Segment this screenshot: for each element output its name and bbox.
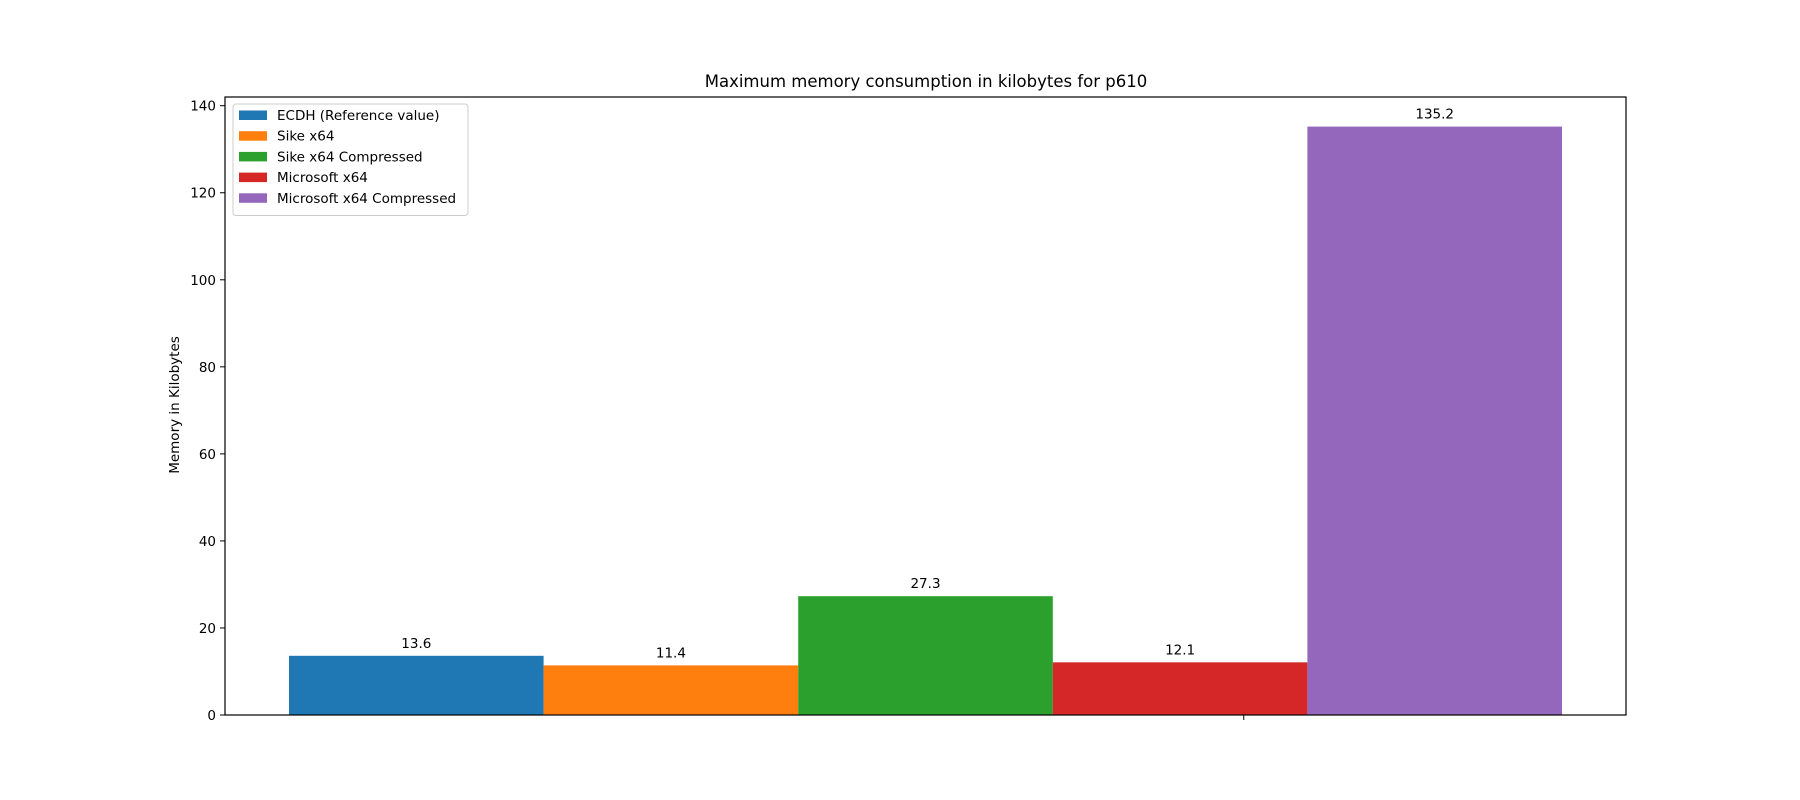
bar-value-label-2: 11.4 [656, 645, 686, 661]
legend-box [232, 103, 469, 216]
legend-swatch-2 [239, 131, 267, 141]
legend-swatch-3 [239, 151, 267, 162]
bar-value-label-5: 135.2 [1415, 107, 1454, 123]
plot-frame [224, 96, 1627, 716]
bar-value-label-1: 13.6 [401, 636, 431, 652]
legend-entry-2: Sike x64 [277, 129, 334, 145]
y-tick-label-1: 20 [199, 621, 216, 637]
bar-3 [798, 596, 1053, 715]
bar-2 [543, 665, 799, 715]
y-tick-label-3: 60 [199, 447, 216, 463]
legend-entry-1: ECDH (Reference value) [277, 108, 439, 124]
y-axis-label: Memory in Kilobytes [167, 336, 183, 474]
bar-4 [1052, 662, 1308, 715]
y-tick-label-6: 120 [190, 186, 216, 202]
y-axis: 0 20 40 60 80 100 120 140 [190, 99, 225, 724]
legend-entry-3: Sike x64 Compressed [277, 149, 423, 165]
y-tick-label-0: 0 [207, 708, 216, 724]
legend-swatch-4 [239, 172, 267, 183]
bars-group [289, 126, 1562, 716]
y-tick-label-4: 80 [199, 360, 216, 376]
chart-title: Maximum memory consumption in kilobytes … [705, 72, 1148, 91]
y-tick-label-5: 100 [190, 273, 216, 289]
bar-labels-group: 13.6 11.4 27.3 12.1 135.2 [401, 107, 1454, 662]
bar-value-label-4: 12.1 [1165, 642, 1195, 658]
legend-entry-5: Microsoft x64 Compressed [277, 191, 456, 207]
bar-value-label-3: 27.3 [910, 576, 940, 592]
bar-5 [1307, 126, 1562, 716]
legend: ECDH (Reference value) Sike x64 Sike x64 C… [232, 103, 469, 216]
legend-swatch-1 [239, 110, 267, 120]
legend-swatch-5 [239, 193, 267, 203]
y-tick-label-2: 40 [199, 534, 216, 550]
bar-1 [289, 655, 544, 715]
legend-entry-4: Microsoft x64 [277, 170, 368, 186]
y-tick-label-7: 140 [190, 99, 216, 115]
